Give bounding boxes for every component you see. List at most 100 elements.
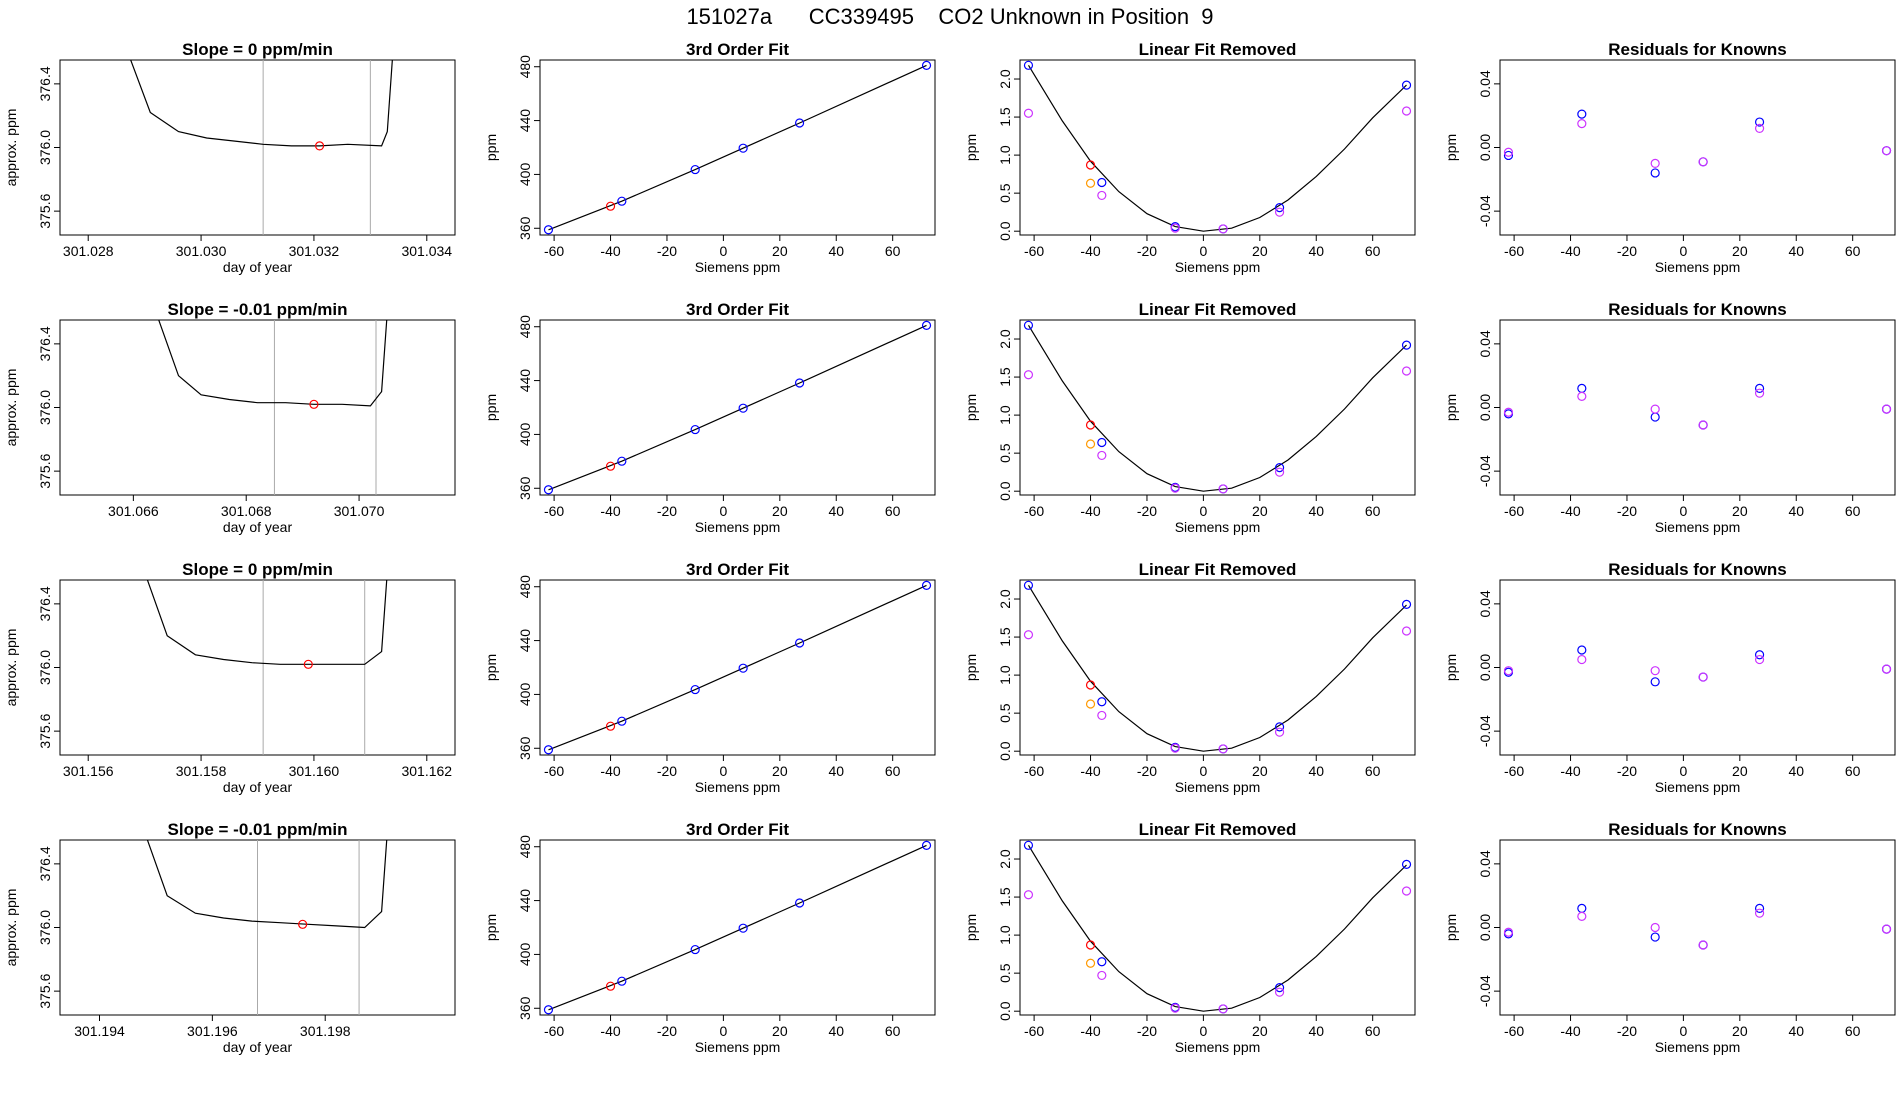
data-point-known (1577, 383, 1587, 394)
x-tick-label: 20 (1732, 503, 1748, 519)
y-axis-label: approx. ppm (3, 629, 19, 707)
y-tick-label: 400 (517, 943, 533, 967)
data-point-known (921, 60, 932, 70)
panel-r2c3: Linear Fit Removed -60 -40 -20 0 20 40 60 Siemen… (963, 300, 1416, 535)
plot-area (158, 320, 388, 495)
data-point-unknown (605, 721, 616, 731)
y-tick-label: 0.00 (1477, 914, 1493, 941)
data-point-known (1754, 383, 1765, 394)
panel-title: 3rd Order Fit (686, 560, 789, 579)
x-tick-label: 301.158 (176, 763, 227, 779)
data-point-known (1650, 677, 1660, 687)
y-tick-label: 376.0 (37, 650, 53, 685)
x-tick-label: -60 (1024, 763, 1044, 779)
x-tick-label: -20 (1137, 503, 1157, 519)
data-point-residual_alt (1650, 404, 1660, 414)
y-axis-label: ppm (963, 654, 979, 681)
x-axis-label: day of year (223, 519, 293, 535)
y-tick-label: 0.0 (997, 1001, 1013, 1021)
x-tick-label: -60 (544, 503, 564, 519)
plot-area (1503, 903, 1892, 950)
series-line (1027, 584, 1407, 752)
plot-area (130, 60, 393, 235)
data-point-residual_alt (1881, 146, 1892, 156)
data-point-residual_alt (1577, 391, 1587, 401)
x-axis-label: Siemens ppm (695, 1039, 781, 1055)
panel-title: Residuals for Knowns (1608, 300, 1787, 319)
x-tick-label: 60 (1365, 1023, 1381, 1039)
y-tick-label: 480 (517, 55, 533, 79)
y-tick-label: 1.5 (997, 107, 1013, 127)
data-point-residual_alt (1274, 207, 1285, 217)
x-tick-label: 20 (772, 243, 788, 259)
y-tick-label: 0.0 (997, 741, 1013, 761)
panel-title: Residuals for Knowns (1608, 820, 1787, 839)
data-point-known (690, 684, 700, 695)
y-tick-label: 376.0 (37, 910, 53, 945)
x-tick-label: -20 (657, 763, 677, 779)
plot-frame (59, 579, 456, 756)
x-axis-label: Siemens ppm (695, 519, 781, 535)
data-point-residual_alt (1097, 190, 1107, 201)
data-point-known (738, 663, 748, 673)
panel-title: Residuals for Knowns (1608, 560, 1787, 579)
data-point-known (1274, 463, 1285, 473)
x-tick-label: 40 (828, 503, 844, 519)
panel-r3c4: Residuals for Knowns -60 -40 -20 0 20 40 60 Siem… (1443, 560, 1896, 795)
x-tick-label: 301.070 (334, 503, 385, 519)
data-point-known (1274, 203, 1285, 213)
plot-frame (539, 59, 936, 236)
data-point-known (794, 638, 805, 648)
data-point-residual_alt (1218, 1004, 1228, 1014)
x-tick-label: 301.066 (108, 503, 159, 519)
data-point-unknown_alt (1085, 439, 1096, 449)
plot-frame (59, 319, 456, 496)
x-tick-label: 60 (885, 503, 901, 519)
data-point-known (1577, 109, 1587, 119)
x-tick-label: 60 (1845, 503, 1861, 519)
x-tick-label: 301.032 (289, 243, 340, 259)
panel-r4c3: Linear Fit Removed -60 -40 -20 0 20 40 60 Siemen… (963, 820, 1416, 1055)
data-point-known (690, 424, 700, 435)
panel-title: 3rd Order Fit (686, 40, 789, 59)
y-tick-label: 1.5 (997, 367, 1013, 387)
data-point-known (1274, 722, 1285, 732)
panel-r4c1: Slope = -0.01 ppm/min 301.194 301.196 301.1… (3, 820, 456, 1055)
x-tick-label: -60 (1024, 243, 1044, 259)
y-tick-label: 0.5 (997, 183, 1013, 203)
x-tick-label: 0 (719, 243, 727, 259)
x-tick-label: -40 (1560, 1023, 1580, 1039)
panel-title: Slope = -0.01 ppm/min (168, 820, 348, 839)
x-tick-label: -20 (657, 243, 677, 259)
x-tick-label: 0 (1679, 1023, 1687, 1039)
series-line (548, 844, 927, 1011)
data-point-known (738, 403, 748, 413)
data-point-known (543, 745, 554, 755)
x-tick-label: 40 (828, 243, 844, 259)
data-point-residual_alt (1503, 927, 1514, 937)
x-tick-label: 40 (1788, 243, 1804, 259)
data-point-residual_alt (1503, 147, 1514, 157)
x-tick-label: -40 (1080, 763, 1100, 779)
y-axis-label: ppm (483, 134, 499, 161)
data-point-residual_alt (1097, 970, 1107, 981)
panel-title: Slope = -0.01 ppm/min (168, 300, 348, 319)
x-tick-label: 0 (719, 503, 727, 519)
plot-area (146, 580, 388, 755)
data-point-known (738, 143, 748, 153)
data-point-residual_alt (1698, 420, 1708, 430)
data-point-known (1754, 650, 1765, 660)
data-point-unknown (1085, 420, 1096, 430)
y-tick-label: 375.6 (37, 453, 53, 488)
x-tick-label: 60 (885, 243, 901, 259)
y-tick-label: 1.0 (997, 665, 1013, 685)
y-tick-label: 480 (517, 835, 533, 859)
plot-area (543, 320, 932, 495)
y-tick-label: 440 (517, 369, 533, 393)
panel-r3c1: Slope = 0 ppm/min 301.156 301.158 301.160 30… (3, 560, 456, 795)
data-point-residual_alt (1023, 370, 1034, 380)
y-tick-label: 376.0 (37, 390, 53, 425)
y-tick-label: 375.6 (37, 193, 53, 228)
x-tick-label: 0 (1199, 243, 1207, 259)
data-point-known (1401, 340, 1412, 350)
